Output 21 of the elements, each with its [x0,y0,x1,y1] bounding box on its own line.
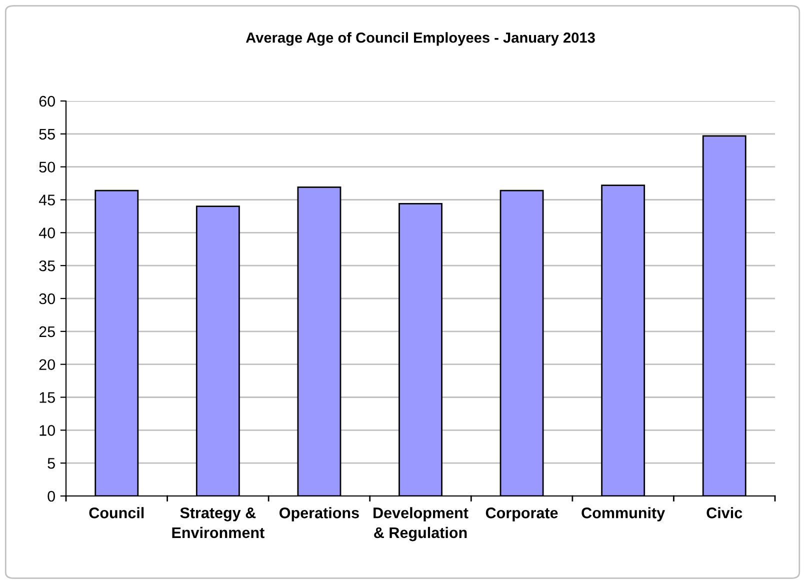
x-tick-label: Council [89,507,144,518]
x-tick-label: Development & Regulation [374,507,468,542]
y-tick-label: 20 [39,359,55,370]
x-tick-label: Strategy & Environment [172,507,264,538]
y-tick-label: 10 [40,425,55,436]
y-tick-label: 5 [48,458,55,469]
x-tick-label: Civic [706,507,742,518]
y-tick-label: 35 [39,260,55,272]
y-tick-label: 40 [38,228,55,238]
y-tick-label: 60 [39,96,55,107]
y-tick-label: 55 [39,128,55,140]
x-tick-label: Community [582,507,666,522]
y-tick-label: 0 [48,490,55,502]
chart-title: Average Age of Council Employees - January 2013 [246,32,595,46]
y-tick-label: 25 [39,326,55,338]
x-tick-label: Corporate [486,508,558,522]
y-tick-label: 45 [38,194,55,206]
y-tick-label: 30 [39,293,55,304]
x-tick-label: Operations [280,507,359,522]
y-tick-label: 50 [39,162,55,173]
y-tick-label: 15 [40,392,55,403]
